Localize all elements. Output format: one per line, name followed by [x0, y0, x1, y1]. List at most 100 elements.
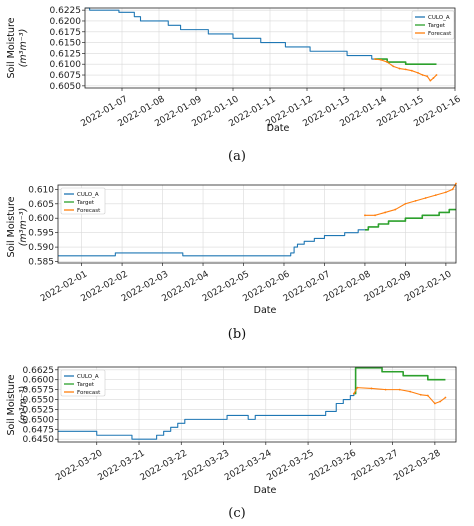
forecast-point — [374, 214, 376, 217]
forecast-point — [352, 392, 355, 395]
plot-frame — [57, 366, 457, 443]
legend-entry: CULO_A — [77, 192, 99, 198]
forecast-point — [392, 65, 395, 68]
forecast-point — [404, 202, 407, 205]
y-axis-title: Soil Moisture — [6, 374, 17, 435]
legend-entry: Forecast — [428, 31, 452, 37]
legend-entry: Forecast — [77, 208, 101, 214]
forecast-point — [384, 388, 387, 391]
panel-caption: (c) — [228, 506, 245, 521]
series-line-target — [353, 366, 446, 395]
forecast-point — [419, 393, 422, 396]
forecast-point — [373, 58, 376, 60]
y-tick-label: 0.585 — [28, 258, 54, 268]
forecast-point — [370, 387, 373, 390]
y-tick-label: 0.6200 — [50, 17, 82, 27]
forecast-point — [439, 400, 442, 403]
forecast-point — [435, 74, 438, 76]
forecast-point — [417, 71, 419, 74]
forecast-point — [426, 394, 429, 397]
y-tick-label: 0.610 — [28, 185, 54, 195]
y-tick-label: 0.6075 — [50, 71, 82, 81]
forecast-point — [398, 388, 401, 391]
plot-frame — [57, 184, 457, 264]
forecast-point — [410, 69, 413, 72]
forecast-point — [384, 211, 387, 214]
forecast-point — [424, 197, 427, 199]
forecast-point — [429, 79, 432, 82]
series-line-culo-a — [85, 7, 375, 60]
y-tick-label: 0.595 — [28, 229, 54, 239]
forecast-point — [409, 390, 412, 393]
forecast-point — [394, 208, 397, 211]
y-tick-label: 0.6625 — [23, 366, 55, 376]
chart-panel-a: 0.6050 0.6075 0.6100 0.6125 0.6150 0.6175 0.62… — [0, 0, 474, 175]
forecast-point — [444, 191, 447, 194]
x-axis-title: Date — [254, 305, 277, 316]
series-line-culo-a — [58, 393, 355, 440]
chart-panel-c: 0.6450 0.6475 0.6500 0.6525 0.6550 0.6575 0.66… — [0, 347, 474, 526]
series-line-target — [374, 58, 437, 66]
y-tick-label: 0.6150 — [50, 39, 82, 49]
forecast-point — [434, 194, 437, 197]
y-tick-label: 0.6525 — [23, 405, 55, 415]
y-tick-label: 0.6500 — [23, 415, 55, 425]
legend: CULO_A Target Forecast — [60, 187, 106, 215]
chart-c-svg: 0.64500.64750.65000.65250.65500.65750.66… — [6, 366, 457, 521]
chart-panel-b: 0.585 0.590 0.595 0.600 0.605 0.610 2022-02-01… — [0, 175, 474, 347]
chart-a-plot: 0.60500.60750.61000.61250.61500.61750.62… — [6, 6, 463, 134]
chart-b-svg: 0.5850.5900.5950.6000.6050.6102022-02-01… — [6, 182, 457, 342]
forecast-point — [386, 61, 389, 63]
y-tick-label: 0.6600 — [23, 376, 55, 386]
y-tick-label: 0.6575 — [23, 386, 55, 396]
y-tick-label: 0.6175 — [50, 28, 82, 38]
series-line-target — [364, 208, 456, 231]
forecast-point — [444, 396, 447, 399]
chart-a-svg: 0.60500.60750.61000.61250.61500.61750.62… — [6, 6, 463, 164]
y-axis-unit: (m³m⁻³) — [18, 208, 29, 247]
y-axis-title: Soil Moisture — [6, 196, 17, 257]
chart-b-plot: 0.5850.5900.5950.6000.6050.6102022-02-01… — [6, 182, 457, 316]
series-line-forecast — [364, 183, 457, 216]
legend-box — [411, 10, 455, 40]
forecast-point — [364, 214, 366, 217]
forecast-point — [398, 67, 401, 70]
legend-entry: CULO_A — [428, 15, 450, 21]
x-tick-label: 2022-03-26 — [308, 448, 359, 483]
forecast-point — [433, 402, 436, 405]
forecast-point — [404, 68, 407, 71]
x-tick-label: 2022-03-23 — [181, 448, 231, 483]
legend-entry: Target — [76, 200, 95, 206]
x-tick-label: 2022-03-28 — [392, 448, 443, 483]
x-axis-title: Date — [254, 485, 277, 496]
y-tick-label: 0.6450 — [23, 435, 55, 445]
y-axis-unit: (m³m⁻³) — [18, 386, 29, 425]
y-tick-label: 0.6475 — [23, 425, 55, 435]
series-line-culo-a — [58, 229, 365, 257]
forecast-point — [451, 188, 454, 191]
forecast-point — [414, 199, 417, 202]
y-tick-label: 0.6100 — [50, 60, 82, 70]
panel-caption: (a) — [228, 149, 246, 164]
y-tick-label: 0.6225 — [50, 6, 82, 16]
forecast-point — [421, 74, 424, 76]
chart-c-plot: 0.64500.64750.65000.65250.65500.65750.66… — [6, 366, 457, 496]
x-tick-label: 2022-03-24 — [223, 448, 274, 483]
x-tick-label: 2022-03-25 — [265, 448, 315, 483]
forecast-point — [380, 58, 382, 61]
x-tick-label: 2022-03-27 — [350, 448, 400, 483]
y-tick-label: 0.605 — [28, 200, 54, 210]
forecast-point — [455, 182, 457, 185]
legend: CULO_A Target Forecast — [60, 369, 106, 397]
y-axis-unit: (m³m⁻³) — [18, 29, 29, 68]
panel-caption: (b) — [228, 327, 246, 342]
legend-entry: Target — [427, 23, 446, 29]
legend-entry: Target — [76, 382, 95, 388]
legend: CULO_A Target Forecast — [411, 10, 455, 40]
y-axis-title: Soil Moisture — [6, 17, 17, 78]
x-axis-title: Date — [267, 123, 290, 134]
x-tick-label: 2022-03-21 — [96, 448, 146, 483]
forecast-point — [426, 75, 429, 78]
y-tick-label: 0.600 — [28, 214, 54, 224]
legend-entry: CULO_A — [77, 374, 99, 380]
